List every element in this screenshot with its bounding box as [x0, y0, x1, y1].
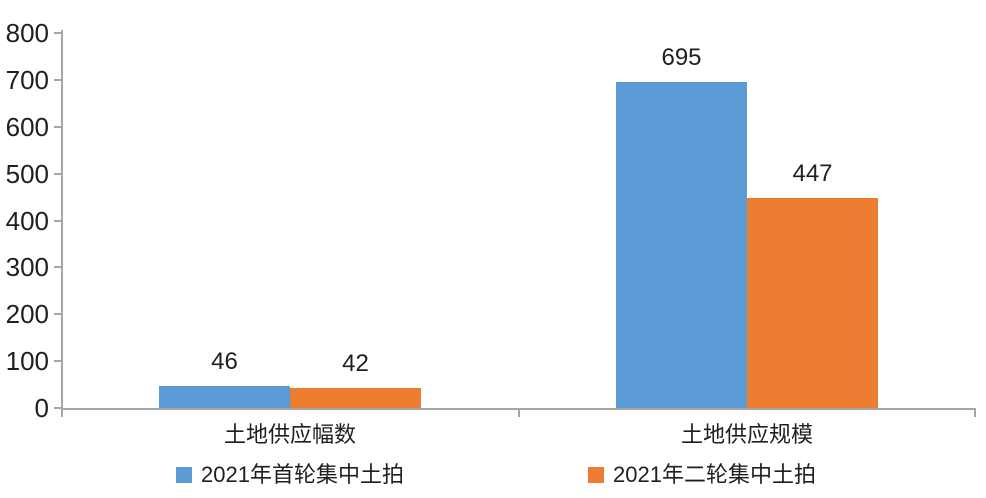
category-label: 土地供应幅数 — [223, 422, 356, 447]
legend-entry-second-round: 2021年二轮集中土拍 — [588, 462, 816, 488]
legend-swatch-orange-icon — [588, 467, 604, 483]
y-axis-tick-label: 100 — [5, 346, 49, 377]
y-axis-tick-label: 400 — [5, 205, 49, 236]
bar-orange-cat1 — [290, 388, 421, 408]
y-axis-line — [61, 30, 63, 417]
y-axis-tick-label: 700 — [5, 64, 49, 95]
y-axis-tick-label: 800 — [5, 18, 49, 48]
bar-value-label: 46 — [211, 348, 238, 375]
y-tick-mark — [54, 78, 61, 81]
y-tick-mark — [54, 266, 61, 269]
y-axis-tick-label: 300 — [5, 252, 49, 283]
x-tick-mark — [518, 408, 520, 417]
bar-value-label: 447 — [792, 160, 833, 187]
bar-value-label: 42 — [342, 350, 369, 377]
y-tick-mark — [54, 407, 61, 409]
bar-blue-cat2 — [616, 82, 747, 408]
bar-value-label: 695 — [661, 44, 702, 71]
y-tick-mark — [54, 32, 61, 34]
y-axis-tick-label: 600 — [5, 111, 49, 142]
x-tick-mark — [974, 408, 976, 417]
y-axis-tick-label: 0 — [34, 393, 49, 423]
y-axis-tick-label: 200 — [5, 299, 49, 330]
bar-orange-cat2 — [747, 198, 878, 408]
legend-entry-first-round: 2021年首轮集中土拍 — [176, 462, 404, 488]
y-axis-tick-label: 500 — [5, 158, 49, 189]
legend-swatch-blue-icon — [176, 467, 192, 483]
y-tick-mark — [54, 172, 61, 175]
legend-label-first-round: 2021年首轮集中土拍 — [201, 462, 404, 487]
y-tick-mark — [54, 360, 61, 363]
bar-blue-cat1 — [159, 386, 290, 408]
y-tick-mark — [54, 313, 61, 316]
legend-label-second-round: 2021年二轮集中土拍 — [613, 462, 816, 487]
y-tick-mark — [54, 219, 61, 222]
category-label: 土地供应规模 — [680, 422, 813, 447]
y-tick-mark — [54, 125, 61, 128]
